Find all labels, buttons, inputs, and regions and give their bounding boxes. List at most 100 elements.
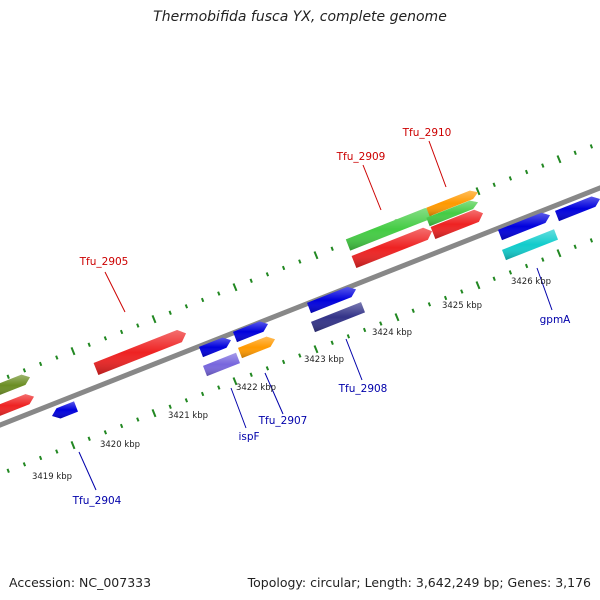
- scale-label: 3421 kbp: [168, 411, 208, 421]
- gene-label-tfu-2909: Tfu_2909: [336, 151, 386, 163]
- leader-tfu-2905: [104, 271, 126, 313]
- upper-tick: [184, 304, 189, 309]
- lower-tick: [249, 372, 253, 377]
- scale-label: 3424 kbp: [372, 328, 412, 338]
- lower-tick: [573, 244, 577, 250]
- lower-tick: [136, 417, 140, 422]
- lower-tick: [346, 334, 351, 339]
- upper-tick: [298, 259, 302, 264]
- upper-tick: [22, 368, 27, 373]
- gene-features: [0, 190, 600, 419]
- upper-tick: [38, 361, 43, 367]
- upper-tick: [200, 297, 205, 303]
- upper-tick: [475, 187, 481, 196]
- leader-ispf: [230, 387, 247, 429]
- scale-label: 3419 kbp: [32, 472, 72, 482]
- upper-tick: [492, 182, 496, 188]
- upper-tick: [87, 342, 91, 347]
- scale-label: 3420 kbp: [100, 440, 140, 450]
- upper-tick: [541, 163, 545, 168]
- lower-tick: [200, 391, 205, 397]
- lower-tick: [119, 423, 124, 429]
- gene-tfu-2904-feature-shade: [52, 401, 78, 419]
- scale-label: 3425 kbp: [442, 301, 482, 311]
- feature-blue-4-shade: [498, 212, 550, 241]
- upper-tick: [217, 291, 221, 296]
- lower-tick: [184, 398, 189, 403]
- genome-backbone: [0, 185, 600, 428]
- upper-tick: [281, 265, 286, 271]
- labels: Tfu_2905 Tfu_2909 Tfu_2910 Tfu_2904 ispF Tfu_…: [32, 127, 571, 507]
- genome-summary-text: Topology: circular; Length: 3,642,249 bp…: [247, 575, 591, 590]
- gene-tfu-2907-feature-shade: [238, 336, 275, 359]
- feature-olive-left-shade: [0, 374, 30, 395]
- feature-blue-3-shade: [307, 286, 356, 314]
- lower-tick: [70, 441, 76, 450]
- lower-tick: [55, 449, 59, 454]
- gene-tfu-2905-shade: [93, 330, 186, 375]
- lower-tick: [281, 359, 286, 365]
- upper-tick: [55, 355, 59, 360]
- lower-tick: [411, 308, 415, 313]
- gene-label-tfu-2908: Tfu_2908: [338, 383, 388, 395]
- feature-red-left-shade: [0, 394, 34, 416]
- upper-tick: [136, 323, 140, 328]
- feature-red-3-shade: [430, 209, 483, 239]
- upper-tick: [232, 283, 238, 292]
- gene-gpma-feature-shade: [502, 229, 558, 261]
- lower-tick: [362, 327, 367, 333]
- upper-tick: [524, 169, 529, 175]
- leader-tfu-2910: [428, 140, 447, 188]
- lower-tick: [556, 249, 562, 258]
- gene-ispf-feature-shade: [203, 352, 240, 377]
- scale-label: 3426 kbp: [511, 277, 551, 287]
- leader-tfu-2907: [264, 372, 284, 415]
- gene-tfu-2910-orange-shade: [426, 190, 478, 217]
- lower-tick: [475, 281, 481, 290]
- map-title: Thermobifida fusca YX, complete genome: [153, 9, 447, 25]
- lower-tick: [22, 462, 27, 467]
- lower-tick: [524, 263, 529, 269]
- lower-tick: [6, 468, 10, 473]
- upper-tick: [249, 278, 253, 283]
- lower-tick: [298, 353, 302, 358]
- upper-tick: [151, 315, 157, 324]
- lower-tick: [168, 404, 172, 409]
- upper-tick: [168, 310, 172, 315]
- gene-tfu-2909-shade: [345, 208, 434, 251]
- upper-tick: [265, 272, 270, 277]
- lower-tick: [541, 257, 545, 262]
- lower-tick: [87, 436, 91, 441]
- gene-label-tfu-2905: Tfu_2905: [79, 256, 129, 268]
- lower-tick: [460, 289, 464, 294]
- gene-label-tfu-2904: Tfu_2904: [72, 495, 122, 507]
- upper-tick: [556, 155, 562, 164]
- upper-tick: [103, 336, 108, 341]
- upper-tick: [573, 150, 577, 156]
- lower-tick: [589, 238, 594, 243]
- leader-tfu-2904: [78, 451, 97, 491]
- upper-tick: [589, 144, 594, 149]
- lower-tick: [38, 455, 43, 461]
- lower-tick: [394, 313, 400, 322]
- gene-tfu-2908-feature-shade: [311, 302, 365, 333]
- lower-tick: [379, 321, 383, 326]
- feature-green-2-shade: [426, 200, 478, 227]
- gene-label-tfu-2907: Tfu_2907: [258, 415, 308, 427]
- lower-tick: [217, 385, 221, 390]
- lower-tick: [443, 295, 448, 301]
- upper-tick: [70, 347, 76, 356]
- lower-tick: [265, 366, 270, 371]
- lower-tick: [103, 430, 108, 435]
- lower-tick: [427, 302, 432, 307]
- upper-tick: [6, 374, 10, 379]
- feature-blue-5-shade: [555, 196, 600, 222]
- upper-tick: [508, 176, 513, 181]
- leader-tfu-2908: [345, 338, 363, 381]
- gene-label-ispf: ispF: [238, 431, 259, 443]
- lower-tick: [232, 377, 238, 386]
- lower-tick: [492, 276, 496, 282]
- scale-label: 3422 kbp: [236, 383, 276, 393]
- lower-tick: [313, 345, 319, 354]
